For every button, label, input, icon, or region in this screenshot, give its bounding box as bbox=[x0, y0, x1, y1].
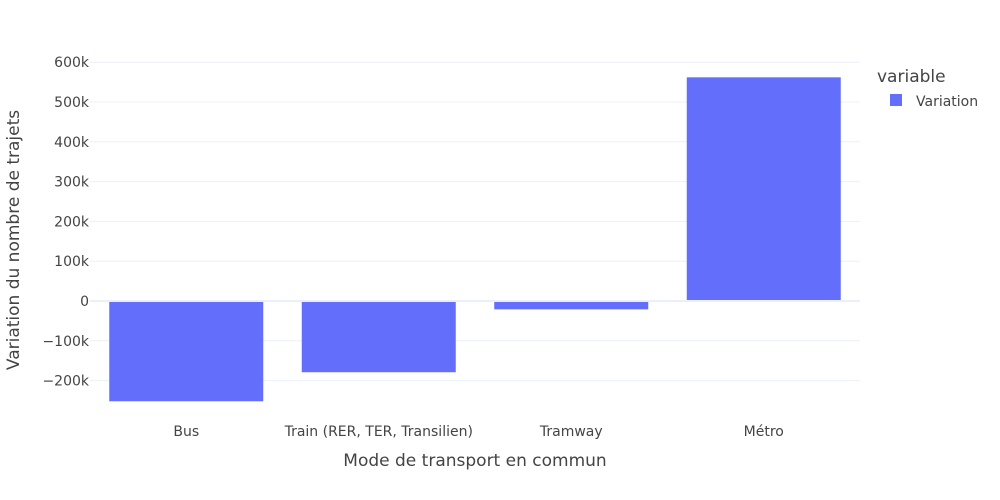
bars bbox=[109, 77, 841, 402]
y-axis-title: Variation du nombre de trajets bbox=[4, 110, 24, 370]
y-tick-label: 300k bbox=[54, 175, 90, 191]
x-tick-labels: Bus Train (RER, TER, Transilien) Tramway Mé… bbox=[173, 424, 783, 440]
bar-0 bbox=[109, 301, 264, 402]
y-tick-labels: 600k 500k 400k 300k 200k 100k 0 −100k −200k bbox=[42, 55, 89, 389]
x-tick-label: Métro bbox=[744, 424, 784, 440]
legend-label-variation: Variation bbox=[916, 94, 978, 110]
x-tick-label: Train (RER, TER, Transilien) bbox=[284, 424, 473, 440]
y-tick-label: 200k bbox=[54, 214, 90, 230]
y-tick-label: 0 bbox=[80, 294, 89, 310]
bar-2 bbox=[494, 301, 649, 310]
y-tick-label: 600k bbox=[54, 55, 90, 71]
x-tick-label: Tramway bbox=[539, 424, 603, 440]
y-tick-label: −200k bbox=[42, 374, 89, 390]
legend: variable Variation bbox=[877, 67, 978, 110]
legend-swatch-variation bbox=[890, 94, 902, 106]
bar-3 bbox=[686, 77, 841, 301]
y-tick-label: 100k bbox=[54, 254, 90, 270]
x-axis-title: Mode de transport en commun bbox=[343, 451, 606, 471]
y-tick-label: −100k bbox=[42, 334, 89, 350]
y-tick-label: 500k bbox=[54, 95, 90, 111]
bar-1 bbox=[301, 301, 456, 373]
legend-title: variable bbox=[877, 67, 946, 87]
y-tick-label: 400k bbox=[54, 135, 90, 151]
x-tick-label: Bus bbox=[173, 424, 199, 440]
